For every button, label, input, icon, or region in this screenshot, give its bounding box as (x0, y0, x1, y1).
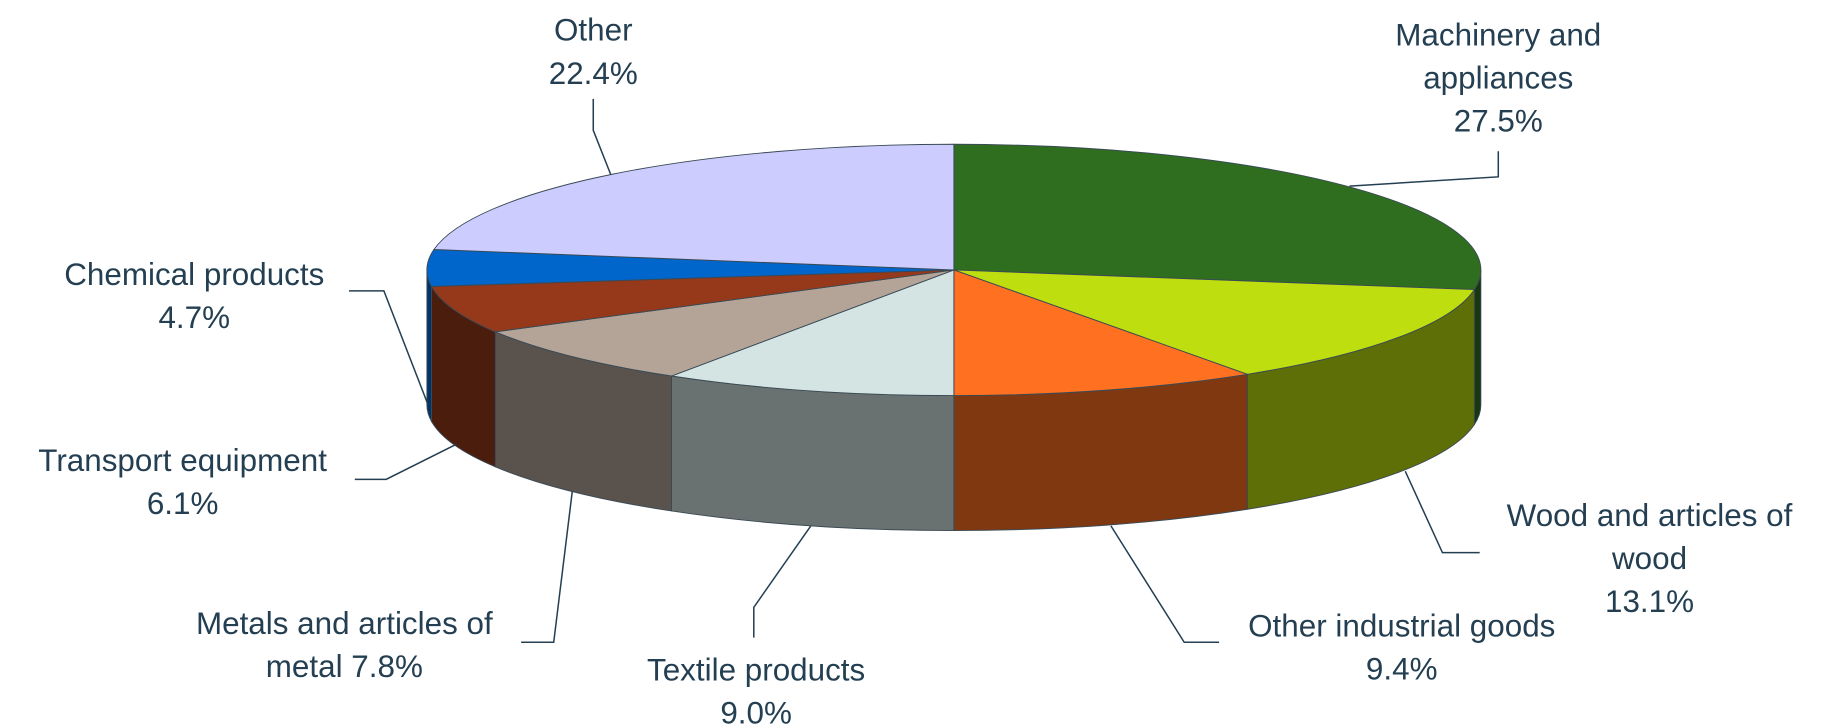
slice-label: Textile products 9.0% (617, 649, 896, 726)
value-label: 4.7% (158, 300, 231, 336)
slice-side (1473, 269, 1482, 427)
category-name: Metals and articles of metal (195, 606, 493, 685)
slice-label: Wood and articles of wood 13.1% (1475, 494, 1824, 623)
slice-side (953, 373, 1248, 532)
leader-line (753, 525, 812, 638)
slice-label: Transport equipment 6.1% (8, 440, 357, 526)
slice-top (953, 269, 1476, 375)
leader-line (354, 443, 457, 481)
slice-side (671, 375, 955, 532)
slice-top (430, 269, 954, 333)
value-label: 13.1% (1604, 584, 1695, 619)
category-name: Transport equipment (38, 443, 327, 479)
category-name: Textile products (647, 652, 866, 688)
leader-line (1404, 470, 1480, 554)
slice-label: Other 22.4% (523, 9, 663, 95)
slice-top (426, 249, 954, 287)
slice-side (426, 269, 432, 424)
value-label: 22.4% (548, 55, 638, 91)
value-label: 6.1% (146, 486, 219, 522)
slice-label: Machinery and appliances 27.5% (1370, 14, 1626, 143)
slice-label: Chemical products 4.7% (26, 254, 363, 340)
value-label: 27.5% (1453, 103, 1543, 139)
leader-line (592, 98, 612, 175)
slice-top (433, 143, 955, 271)
value-label: 9.0% (720, 695, 792, 726)
leader-line (1110, 525, 1220, 643)
leader-line (348, 290, 429, 406)
value-label: 9.4% (1365, 651, 1438, 687)
slice-top (669, 269, 955, 397)
slice-top (953, 143, 1482, 291)
category-name: Wood and articles of wood (1506, 497, 1793, 576)
category-name: Other (553, 12, 633, 48)
slice-label: Metals and articles of metal 7.8% (164, 603, 525, 689)
slice-top (493, 269, 955, 377)
category-name: Other industrial goods (1248, 608, 1556, 644)
leader-line (1349, 151, 1500, 187)
value-label: 7.8% (351, 649, 423, 685)
slice-label: Other industrial goods 9.4% (1216, 605, 1588, 691)
leader-line (521, 490, 574, 643)
slice-top (953, 269, 1248, 397)
category-name: Chemical products (64, 257, 325, 293)
category-name: Machinery and appliances (1395, 17, 1602, 96)
